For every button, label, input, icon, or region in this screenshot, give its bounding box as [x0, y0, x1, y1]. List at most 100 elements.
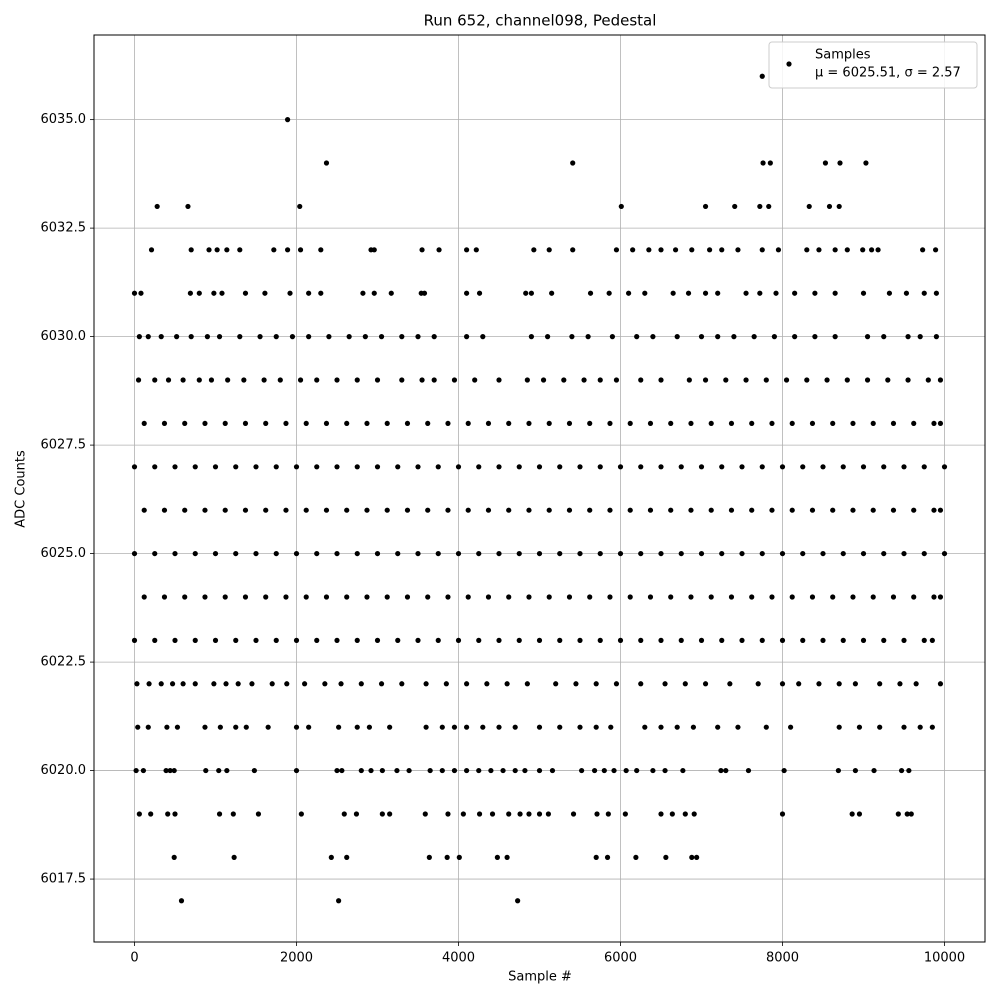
point — [708, 594, 714, 600]
point — [852, 767, 859, 774]
point — [208, 377, 215, 383]
point — [273, 637, 279, 643]
point — [792, 334, 798, 340]
point — [192, 464, 198, 470]
point — [609, 334, 616, 340]
point — [715, 334, 721, 340]
point — [698, 637, 705, 643]
point — [242, 420, 249, 427]
point — [431, 334, 437, 340]
point — [613, 681, 620, 687]
point — [158, 681, 164, 687]
point — [719, 464, 725, 470]
point — [650, 334, 656, 340]
point — [921, 637, 927, 643]
point — [913, 681, 919, 687]
point — [911, 420, 917, 427]
point — [745, 767, 752, 774]
point — [832, 334, 838, 340]
point — [504, 681, 510, 687]
point — [937, 681, 944, 687]
point — [904, 811, 910, 817]
point — [760, 160, 766, 166]
point — [597, 637, 603, 643]
point — [415, 637, 421, 643]
point — [404, 420, 411, 427]
point — [719, 247, 725, 253]
point — [789, 594, 795, 600]
point — [165, 811, 171, 817]
point — [860, 290, 867, 296]
point — [172, 550, 178, 557]
point — [387, 724, 393, 730]
point — [263, 507, 269, 513]
point — [302, 681, 308, 687]
point — [719, 550, 725, 557]
point — [830, 420, 836, 427]
point — [743, 290, 749, 296]
point — [836, 203, 842, 210]
point — [496, 724, 502, 730]
y-tick-label: 6030.0 — [41, 329, 87, 344]
point — [334, 767, 340, 774]
point — [881, 550, 887, 557]
point — [524, 377, 530, 383]
point — [211, 681, 217, 687]
point — [566, 420, 573, 427]
point — [617, 637, 624, 643]
point — [141, 594, 147, 600]
point — [169, 681, 176, 687]
point — [249, 681, 255, 687]
point — [141, 507, 147, 513]
point — [152, 377, 158, 383]
point — [344, 507, 350, 513]
point — [881, 334, 887, 340]
point — [154, 203, 160, 210]
point — [870, 594, 876, 600]
point — [455, 464, 462, 470]
point — [187, 290, 193, 296]
point — [152, 550, 158, 557]
point — [455, 637, 462, 643]
point — [526, 420, 532, 427]
point — [626, 290, 632, 296]
point — [830, 507, 836, 513]
point — [165, 377, 172, 383]
point — [284, 247, 291, 253]
point — [136, 334, 142, 340]
point — [570, 247, 576, 253]
point — [789, 507, 795, 513]
x-tick-label: 2000 — [280, 951, 313, 966]
point — [262, 290, 268, 296]
point — [455, 550, 462, 557]
point — [306, 334, 312, 340]
point — [613, 377, 620, 383]
point — [464, 334, 470, 340]
point — [674, 334, 680, 340]
point — [826, 203, 833, 210]
point — [816, 681, 822, 687]
point — [257, 334, 263, 340]
point — [708, 507, 714, 513]
point — [242, 594, 249, 600]
point — [585, 334, 591, 340]
point — [837, 160, 843, 166]
point — [182, 594, 188, 600]
point — [536, 724, 543, 730]
point — [203, 767, 209, 774]
point — [384, 594, 390, 600]
point — [293, 767, 300, 774]
point — [283, 507, 289, 513]
point — [224, 767, 230, 774]
point — [601, 767, 607, 774]
point — [415, 550, 421, 557]
point — [728, 420, 735, 427]
point — [406, 767, 412, 774]
point — [526, 594, 532, 600]
point — [937, 420, 944, 427]
point — [691, 811, 697, 817]
point — [476, 637, 482, 643]
point — [678, 464, 684, 470]
point — [431, 377, 437, 383]
point — [607, 507, 613, 513]
